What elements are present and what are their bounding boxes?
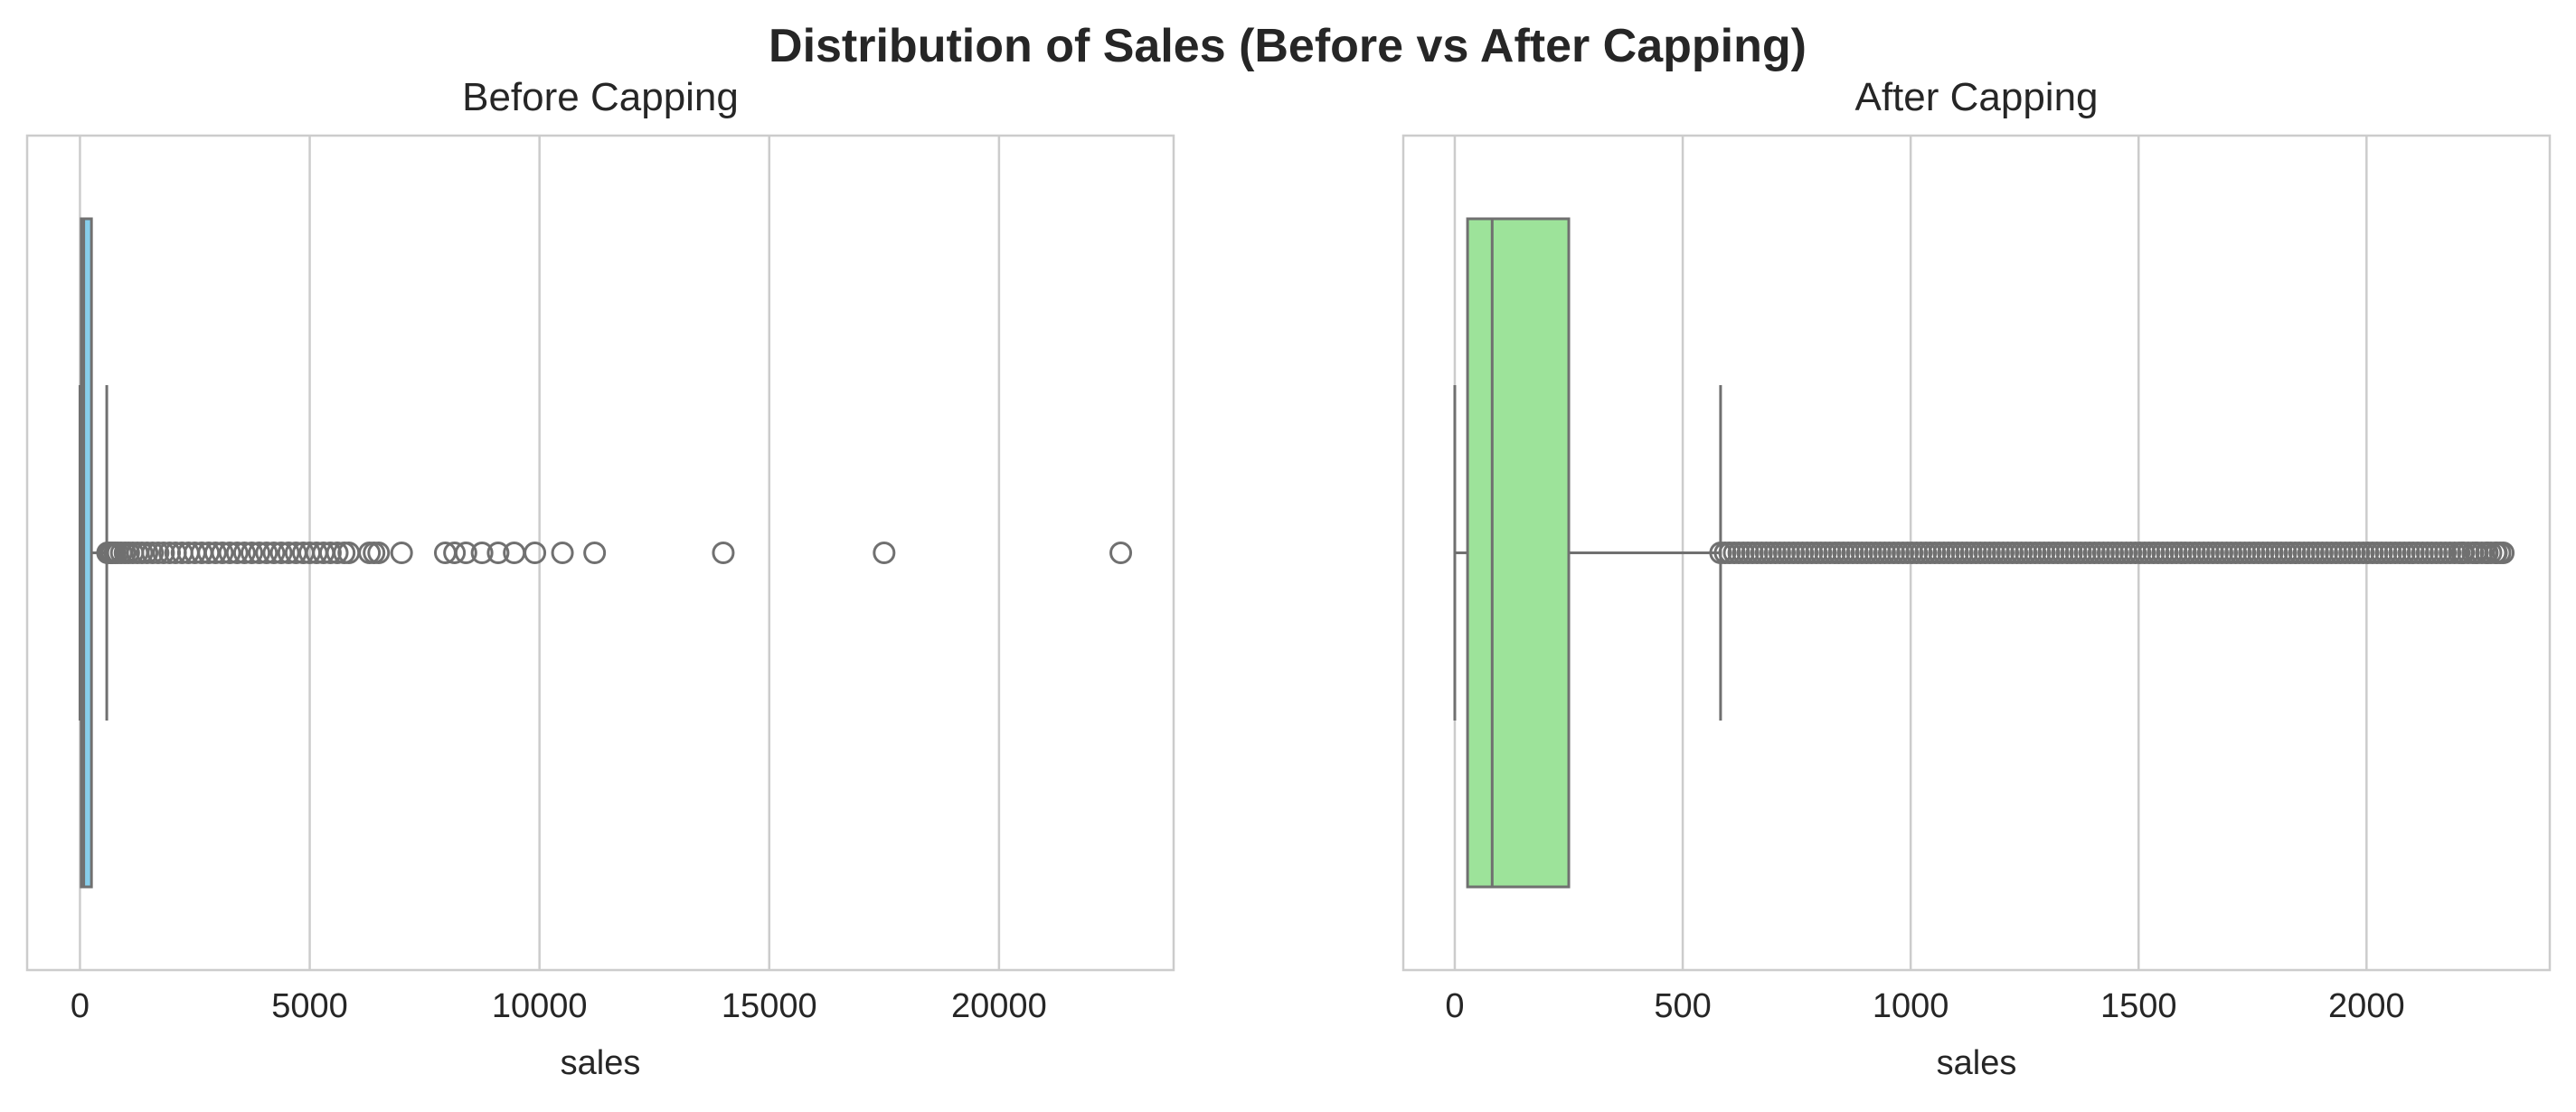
outlier-before-31 <box>269 542 293 564</box>
outlier-before-25 <box>225 542 249 564</box>
subplot-title-before: Before Capping <box>462 75 739 119</box>
outlier-after-174 <box>2476 542 2499 564</box>
outlier-before-54 <box>583 542 607 564</box>
xtick-label-after-4: 2000 <box>2328 987 2405 1025</box>
xtick-labels-before: 0 5000 10000 15000 20000 <box>71 987 1047 1025</box>
subplot-title-after: After Capping <box>1854 75 2098 119</box>
outlier-before-52 <box>524 542 547 564</box>
outlier-before-13 <box>146 542 170 564</box>
outlier-before-44 <box>367 542 391 564</box>
outlier-after-175 <box>2485 542 2508 564</box>
outlier-before-28 <box>248 542 271 564</box>
outlier-before-55 <box>712 542 735 564</box>
outlier-before-26 <box>232 542 256 564</box>
outliers-before <box>96 542 1133 564</box>
boxplot-after <box>1453 217 1722 889</box>
xtick-label-before-0: 0 <box>71 987 90 1025</box>
outlier-before-57 <box>1109 542 1133 564</box>
xtick-label-before-1: 5000 <box>271 987 348 1025</box>
outlier-after-176 <box>2492 542 2515 564</box>
xtick-label-after-2: 1000 <box>1873 987 1949 1025</box>
xtick-label-before-4: 20000 <box>951 987 1047 1025</box>
xtick-labels-after: 0 500 1000 1500 2000 <box>1445 987 2404 1025</box>
xtick-label-after-0: 0 <box>1445 987 1464 1025</box>
axes-frame-before <box>25 134 1175 972</box>
xtick-label-after-3: 1500 <box>2100 987 2177 1025</box>
outlier-before-53 <box>551 542 574 564</box>
figure-title: Distribution of Sales (Before vs After C… <box>769 20 1807 72</box>
outlier-before-49 <box>470 542 494 564</box>
outlier-before-12 <box>141 542 165 564</box>
xtick-label-after-1: 500 <box>1654 987 1711 1025</box>
outlier-after-172 <box>2450 542 2474 564</box>
axes-after-capping: After Capping 0 500 1000 1500 2000 sales <box>1401 75 2552 1082</box>
iqr-box-before <box>80 217 93 889</box>
iqr-box-after <box>1466 217 1571 889</box>
outliers-after <box>1709 542 2515 564</box>
outlier-before-45 <box>390 542 413 564</box>
xtick-label-before-3: 15000 <box>722 987 817 1025</box>
outlier-before-27 <box>241 542 264 564</box>
outlier-before-29 <box>255 542 278 564</box>
outlier-before-41 <box>337 542 361 564</box>
outlier-before-43 <box>363 542 386 564</box>
outlier-before-24 <box>218 542 241 564</box>
outlier-before-22 <box>203 542 227 564</box>
xlabel-after: sales <box>1937 1044 2017 1082</box>
outlier-before-48 <box>454 542 477 564</box>
outlier-before-23 <box>211 542 234 564</box>
axes-before-capping: Before Capping 0 5000 10000 15000 20000 sale… <box>25 75 1175 1082</box>
axes-frame-after <box>1401 134 2552 972</box>
xlabel-before: sales <box>561 1044 641 1082</box>
outlier-before-11 <box>136 542 159 564</box>
boxplot-before <box>78 217 109 889</box>
xtick-label-before-2: 10000 <box>492 987 588 1025</box>
outlier-before-14 <box>152 542 175 564</box>
outlier-before-50 <box>486 542 510 564</box>
outlier-before-38 <box>318 542 342 564</box>
outlier-before-30 <box>262 542 286 564</box>
outlier-before-47 <box>443 542 467 564</box>
outlier-before-39 <box>326 542 349 564</box>
outlier-before-56 <box>873 542 896 564</box>
